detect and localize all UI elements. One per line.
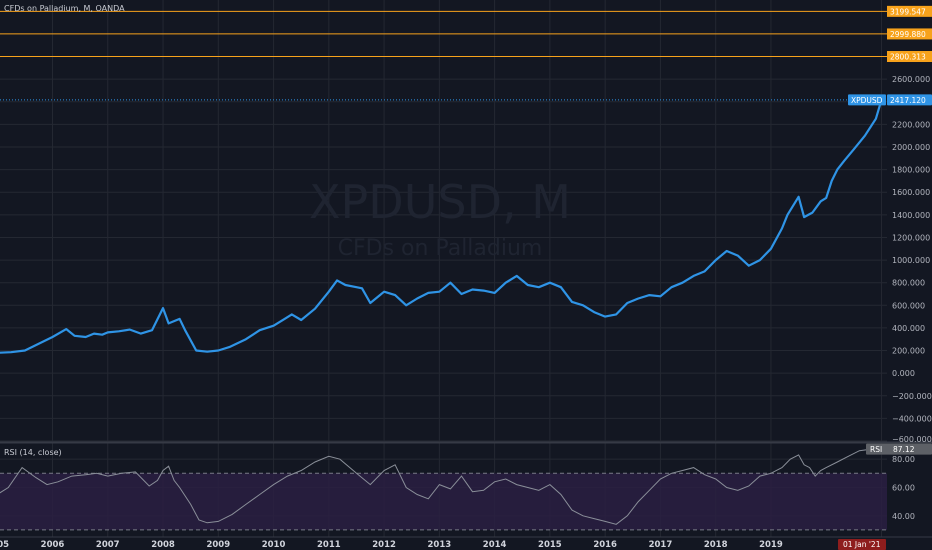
price-line bbox=[0, 99, 883, 354]
date-tag-text: 01 Jan '21 bbox=[843, 540, 881, 549]
price-tick-label: 2600.000 bbox=[892, 75, 930, 84]
time-tick-label: 2011 bbox=[317, 540, 341, 550]
price-tick-label: −600.000 bbox=[892, 435, 932, 444]
time-tick-label: 2015 bbox=[538, 540, 562, 550]
price-tag-value: 2417.120 bbox=[890, 96, 926, 105]
rsi-tag-name: RSI bbox=[870, 445, 882, 454]
price-tick-label: 600.000 bbox=[892, 301, 925, 310]
alert-tag-label: 2999.880 bbox=[890, 30, 926, 39]
rsi-tick-label: 80.00 bbox=[892, 455, 915, 464]
price-tick-label: 1800.000 bbox=[892, 166, 930, 175]
price-tick-label: 1400.000 bbox=[892, 211, 930, 220]
watermark-symbol: XPDUSD, M bbox=[309, 175, 571, 229]
rsi-tick-label: 40.00 bbox=[892, 512, 915, 521]
alert-tag bbox=[887, 28, 932, 40]
price-tick-label: 2000.000 bbox=[892, 143, 930, 152]
price-tick-label: 1200.000 bbox=[892, 233, 930, 242]
time-tick-label: 2018 bbox=[704, 540, 728, 550]
price-axis[interactable]: 2600.0002400.0002200.0002000.0001800.000… bbox=[892, 75, 932, 444]
rsi-line bbox=[0, 448, 882, 525]
alert-lines[interactable] bbox=[0, 10, 889, 58]
time-tick-label: 2007 bbox=[96, 540, 120, 550]
alert-tag bbox=[887, 5, 932, 17]
time-tick-label: 2016 bbox=[593, 540, 617, 550]
time-tick-label: 2014 bbox=[483, 540, 507, 550]
time-tick-label: 2017 bbox=[649, 540, 673, 550]
rsi-band bbox=[0, 473, 887, 530]
rsi-tag-value: 87.12 bbox=[893, 445, 915, 454]
rsi-title[interactable]: RSI (14, close) bbox=[4, 448, 62, 457]
price-tick-label: 1000.000 bbox=[892, 256, 930, 265]
price-tick-label: 800.000 bbox=[892, 279, 925, 288]
price-tag-symbol: XPDUSD bbox=[851, 96, 883, 105]
time-tick-label: 2013 bbox=[428, 540, 452, 550]
time-tick-label: 2012 bbox=[372, 540, 396, 550]
alert-tags: 3199.547 2999.880 2800.313 bbox=[887, 5, 932, 63]
alert-tag-label: 3199.547 bbox=[890, 7, 926, 16]
price-tick-label: 1600.000 bbox=[892, 188, 930, 197]
rsi-level-lines bbox=[0, 472, 887, 531]
symbol-title[interactable]: CFDs on Palladium, M, OANDA bbox=[4, 4, 125, 13]
time-axis[interactable]: 2005 2006 2007 2008 2009 2010 2011 2012 2013 2014… bbox=[0, 536, 932, 550]
grid-lines bbox=[0, 0, 887, 537]
time-axis-bg bbox=[0, 537, 932, 550]
rsi-tick-label: 60.00 bbox=[892, 483, 915, 492]
price-tick-label: 400.000 bbox=[892, 324, 925, 333]
price-tick-label: −200.000 bbox=[892, 392, 932, 401]
rsi-tag: RSI 87.12 bbox=[866, 443, 932, 455]
alert-tag bbox=[887, 51, 932, 63]
time-tick-label: 2009 bbox=[206, 540, 230, 550]
time-tick-label: 2005 bbox=[0, 540, 9, 550]
price-tick-label: 0.000 bbox=[892, 369, 915, 378]
rsi-axis[interactable]: 80.00 60.00 40.00 bbox=[892, 455, 915, 521]
price-tick-label: 2200.000 bbox=[892, 120, 930, 129]
alert-tag-label: 2800.313 bbox=[890, 53, 926, 62]
time-tick-label: 2006 bbox=[41, 540, 65, 550]
date-tag: 01 Jan '21 bbox=[838, 539, 886, 550]
time-tick-label: 2010 bbox=[262, 540, 286, 550]
watermark-description: CFDs on Palladium bbox=[338, 236, 543, 261]
price-tag: XPDUSD 2417.120 bbox=[848, 94, 932, 106]
time-tick-label: 2008 bbox=[151, 540, 175, 550]
time-tick-label: 2019 bbox=[759, 540, 783, 550]
price-tick-label: −400.000 bbox=[892, 414, 932, 423]
price-tick-label: 200.000 bbox=[892, 347, 925, 356]
